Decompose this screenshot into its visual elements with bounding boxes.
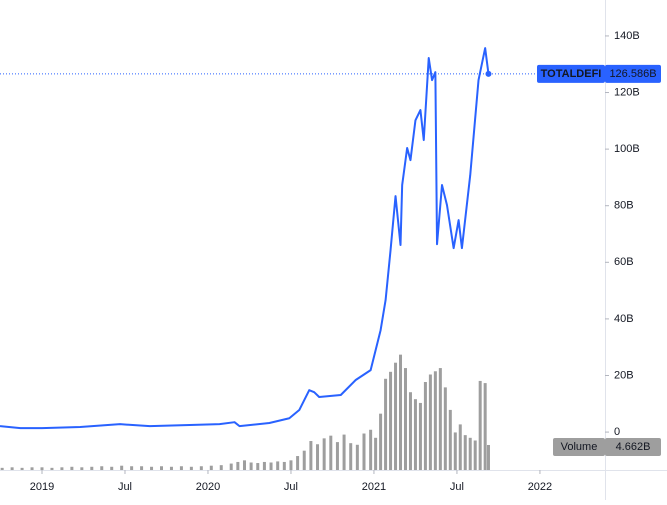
volume-bar: [236, 461, 240, 470]
volume-bar: [486, 444, 490, 470]
volume-bar: [100, 466, 104, 470]
x-tick-label: Jul: [284, 481, 298, 493]
volume-bar: [379, 413, 383, 470]
volume-bar: [458, 424, 462, 470]
x-tick-label: 2022: [528, 481, 552, 493]
volume-bar: [276, 461, 280, 470]
x-tick-label: 2021: [362, 481, 386, 493]
volume-bar: [463, 435, 467, 470]
y-tick-label: 0: [614, 426, 620, 438]
price-line: [0, 47, 490, 430]
volume-bar: [80, 467, 84, 470]
volume-bar: [289, 460, 293, 470]
volume-bar: [70, 466, 74, 470]
volume-bar: [428, 374, 432, 470]
symbol-name: TOTALDEFI: [541, 68, 602, 80]
volume-bar: [249, 462, 253, 470]
volume-bar: [30, 467, 34, 470]
volume-bar: [209, 465, 213, 470]
volume-bar: [322, 438, 326, 470]
volume-bar: [50, 467, 54, 470]
volume-bar: [10, 467, 14, 470]
x-tick-label: 2019: [30, 481, 54, 493]
volume-bar: [408, 392, 412, 470]
volume-bar: [110, 466, 114, 470]
volume-bar: [448, 409, 452, 470]
volume-bar: [40, 467, 44, 470]
x-tick-label: Jul: [450, 481, 464, 493]
y-tick-label: 60B: [614, 256, 634, 268]
volume-bar: [242, 460, 246, 470]
volume-bar: [473, 440, 477, 470]
volume-bar: [433, 371, 437, 470]
volume-bar: [362, 433, 366, 470]
volume-bar: [189, 466, 193, 470]
price-badge: [605, 64, 661, 83]
volume-bar: [256, 463, 260, 470]
volume-bar: [369, 429, 373, 470]
volume-bar: [20, 467, 24, 470]
x-tick-label: 2020: [196, 481, 220, 493]
volume-bar: [394, 362, 398, 470]
volume-bar: [443, 387, 447, 470]
volume-bar: [159, 466, 163, 470]
volume-bar: [262, 461, 266, 470]
volume-name-badge: [553, 438, 605, 456]
volume-value-badge: [605, 438, 661, 456]
y-tick-label: 120B: [614, 86, 640, 98]
volume-bar: [342, 434, 346, 470]
volume-bar: [302, 450, 306, 470]
volume-bar: [219, 465, 223, 470]
x-tick-label: Jul: [118, 481, 132, 493]
y-tick-label: 100B: [614, 143, 640, 155]
volume-bar: [140, 466, 144, 470]
price-label: 126.586B: [609, 68, 656, 80]
volume-bar: [483, 383, 487, 470]
volume-bar: [0, 467, 4, 470]
volume-bar: [316, 444, 320, 470]
volume-bar: [169, 466, 173, 470]
volume-bar: [418, 402, 422, 470]
volume-value-label: 4.662B: [616, 441, 651, 453]
volume-bar: [269, 462, 273, 470]
volume-bar: [329, 435, 333, 470]
y-tick-label: 20B: [614, 369, 634, 381]
volume-bar: [60, 467, 64, 470]
volume-bar: [282, 461, 286, 470]
volume-bar: [423, 382, 427, 470]
volume-bar: [355, 444, 359, 470]
volume-bar: [349, 443, 353, 470]
volume-bar: [335, 442, 339, 470]
volume-bar: [384, 378, 388, 470]
volume-bar: [478, 380, 482, 470]
last-price-dot: [485, 70, 492, 77]
volume-bar: [120, 465, 124, 470]
volume-bar: [453, 432, 457, 470]
volume-bar: [179, 466, 183, 470]
volume-bar: [374, 437, 378, 470]
y-tick-label: 80B: [614, 200, 634, 212]
y-tick-label: 140B: [614, 30, 640, 42]
volume-bar: [229, 463, 233, 470]
volume-bar: [399, 354, 403, 470]
volume-bar: [389, 371, 393, 470]
volume-name: Volume: [561, 441, 598, 453]
symbol-badge: [537, 64, 605, 83]
volume-bar: [413, 399, 417, 470]
volume-bar: [130, 466, 134, 470]
volume-bar: [468, 437, 472, 470]
volume-bar: [90, 466, 94, 470]
volume-bar: [438, 368, 442, 470]
y-tick-label: 40B: [614, 313, 634, 325]
volume-bar: [403, 368, 407, 470]
volume-bar: [199, 466, 203, 470]
volume-bar: [296, 456, 300, 470]
volume-bar: [150, 466, 154, 470]
volume-bar: [309, 441, 313, 470]
